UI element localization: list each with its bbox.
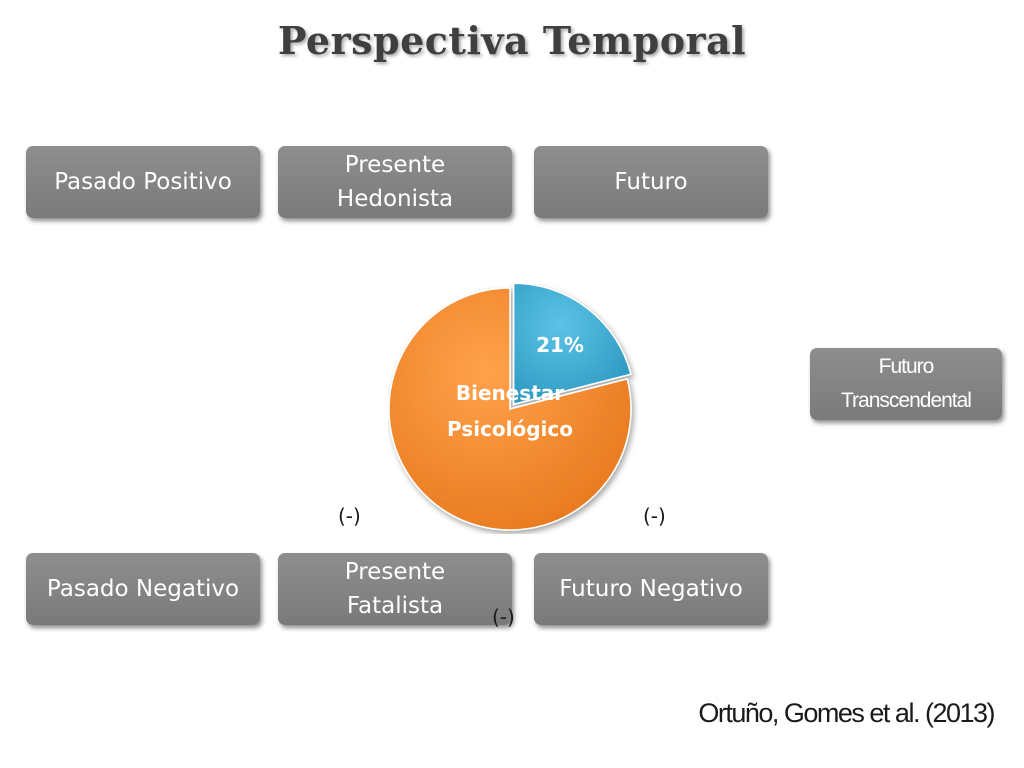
box-pasado-negativo: Pasado Negativo — [26, 553, 260, 625]
box-presente-hedonista-line1: Presente — [344, 152, 446, 178]
minus-mark-right: (-) — [643, 504, 666, 528]
box-presente-fatalista: Presente Fatalista — [278, 553, 512, 625]
box-presente-hedonista: Presente Hedonista — [278, 146, 512, 218]
box-presente-fatalista-line1: Presente — [344, 559, 446, 585]
box-futuro-transcendental: Futuro Transcendental — [810, 348, 1002, 420]
box-pasado-positivo-label: Pasado Positivo — [54, 169, 232, 195]
citation: Ortuño, Gomes et al. (2013) — [698, 698, 995, 728]
box-pasado-negativo-label: Pasado Negativo — [46, 576, 240, 602]
pie-center-label-line1: Bienestar — [456, 381, 564, 405]
box-pasado-positivo: Pasado Positivo — [26, 146, 260, 218]
box-futuro-transcendental-line1: Futuro — [878, 355, 935, 378]
box-futuro-negativo: Futuro Negativo — [534, 553, 768, 625]
slide-title: Perspectiva Temporal — [277, 18, 747, 63]
pie-slice-highlight — [512, 282, 632, 406]
box-presente-hedonista-line2: Hedonista — [336, 186, 454, 212]
box-presente-fatalista-line2: Fatalista — [346, 593, 444, 619]
box-futuro: Futuro — [534, 146, 768, 218]
box-futuro-label: Futuro — [614, 169, 688, 195]
box-futuro-transcendental-line2: Transcendental — [841, 389, 972, 412]
pie-slice-main — [388, 287, 632, 531]
minus-mark-left: (-) — [338, 504, 361, 528]
pie-chart-svg: 21% Bienestar Psicológico — [388, 282, 632, 531]
pie-chart: 21% Bienestar Psicológico — [388, 282, 638, 534]
box-futuro-negativo-label: Futuro Negativo — [559, 576, 743, 602]
pie-center-label-line2: Psicológico — [447, 417, 573, 441]
minus-mark-bottom: (-) — [492, 605, 515, 629]
pie-slice-label: 21% — [536, 333, 584, 357]
